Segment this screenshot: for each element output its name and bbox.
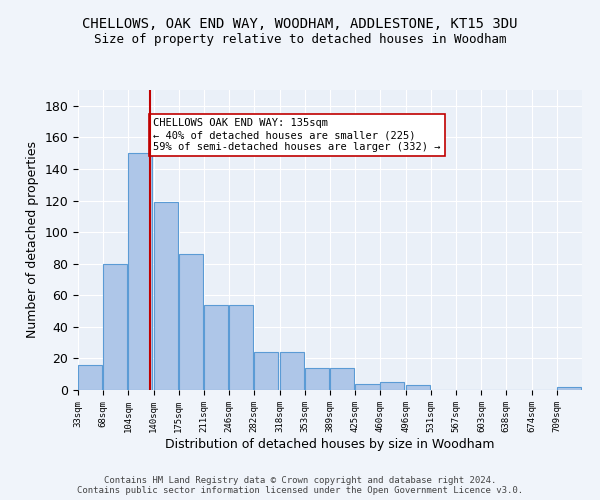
Text: Size of property relative to detached houses in Woodham: Size of property relative to detached ho… — [94, 32, 506, 46]
Bar — [128, 153, 152, 390]
Bar — [103, 264, 127, 390]
Bar — [78, 364, 102, 390]
Text: CHELLOWS OAK END WAY: 135sqm
← 40% of detached houses are smaller (225)
59% of s: CHELLOWS OAK END WAY: 135sqm ← 40% of de… — [153, 118, 440, 152]
Bar — [204, 304, 228, 390]
Bar — [355, 384, 380, 390]
Bar — [557, 387, 581, 390]
Bar — [229, 304, 253, 390]
Bar — [179, 254, 203, 390]
Y-axis label: Number of detached properties: Number of detached properties — [26, 142, 39, 338]
Text: Contains HM Land Registry data © Crown copyright and database right 2024.
Contai: Contains HM Land Registry data © Crown c… — [77, 476, 523, 495]
X-axis label: Distribution of detached houses by size in Woodham: Distribution of detached houses by size … — [165, 438, 495, 450]
Bar — [380, 382, 404, 390]
Text: CHELLOWS, OAK END WAY, WOODHAM, ADDLESTONE, KT15 3DU: CHELLOWS, OAK END WAY, WOODHAM, ADDLESTO… — [82, 18, 518, 32]
Bar — [280, 352, 304, 390]
Bar — [154, 202, 178, 390]
Bar — [305, 368, 329, 390]
Bar — [406, 386, 430, 390]
Bar — [330, 368, 354, 390]
Bar — [254, 352, 278, 390]
